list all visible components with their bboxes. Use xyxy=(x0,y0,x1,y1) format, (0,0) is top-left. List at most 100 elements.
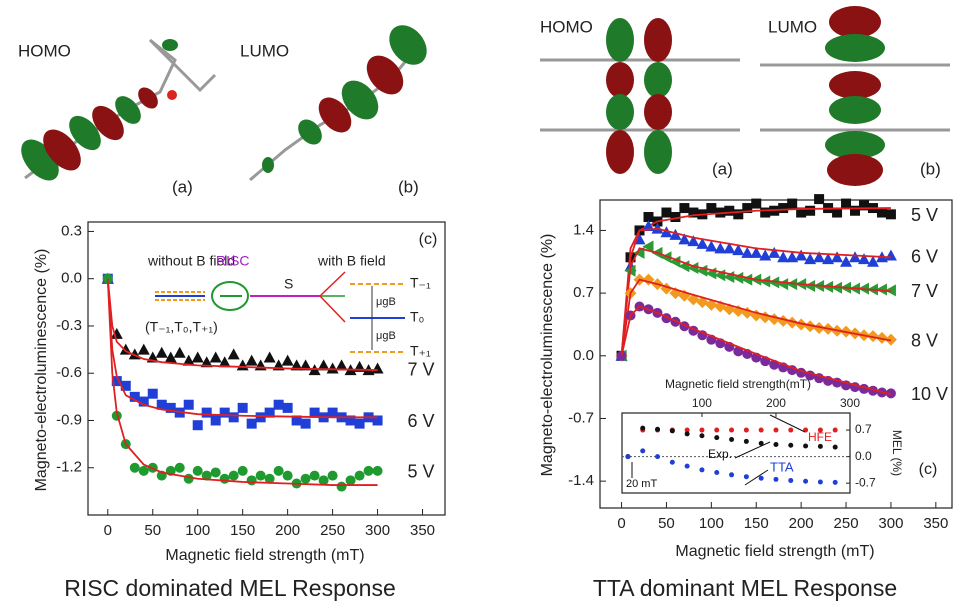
marker xyxy=(229,412,239,422)
marker xyxy=(256,471,266,481)
marker xyxy=(729,437,734,442)
marker xyxy=(803,443,808,448)
figure: HOMO LUMO (a) (b) HOMO LUMO (a) (b) RISC… xyxy=(0,0,958,606)
marker xyxy=(655,427,660,432)
marker xyxy=(337,482,347,492)
caption: TTA dominant MEL Response xyxy=(593,575,897,601)
marker xyxy=(640,426,645,431)
marker xyxy=(778,203,788,213)
x-axis-label: Magnetic field strength (mT) xyxy=(675,543,874,560)
marker xyxy=(274,466,284,476)
lumo-label: LUMO xyxy=(768,17,817,36)
y-tick-label: -0.7 xyxy=(855,475,876,489)
y-tick-label: 0.7 xyxy=(573,284,594,301)
series-label: 6 V xyxy=(408,411,435,431)
marker xyxy=(184,400,194,410)
y-tick-label: 0.7 xyxy=(855,422,872,436)
annotation: T₀ xyxy=(410,309,425,325)
marker xyxy=(744,439,749,444)
series-label: 10 V xyxy=(911,384,948,404)
marker xyxy=(706,203,716,213)
marker xyxy=(184,474,194,484)
annotation: μgB xyxy=(376,330,396,342)
marker xyxy=(685,464,690,469)
panel-label: (b) xyxy=(398,177,419,196)
annotation: T₋₁ xyxy=(410,275,431,291)
marker xyxy=(373,466,383,476)
marker xyxy=(818,480,823,485)
y-tick-label: -0.3 xyxy=(56,317,82,334)
annotation: Exp. xyxy=(708,447,732,461)
marker xyxy=(283,403,293,413)
panel-label: (b) xyxy=(920,159,941,178)
annotation: 20 mT xyxy=(626,478,657,490)
series-label: 6 V xyxy=(911,246,938,266)
x-tick-label: 250 xyxy=(320,522,345,539)
annotation: HFE xyxy=(808,430,832,444)
marker xyxy=(833,445,838,450)
lumo-label: LUMO xyxy=(240,41,289,60)
marker xyxy=(773,428,778,433)
marker xyxy=(679,203,689,213)
x-tick-label: 150 xyxy=(744,515,769,532)
marker xyxy=(625,454,630,459)
x-tick-label: 150 xyxy=(230,522,255,539)
marker xyxy=(328,471,338,481)
x-tick-label: 200 xyxy=(789,515,814,532)
marker xyxy=(247,419,257,429)
x-tick-label: 300 xyxy=(840,396,860,410)
marker xyxy=(805,206,815,216)
marker xyxy=(759,476,764,481)
marker xyxy=(803,479,808,484)
marker xyxy=(773,442,778,447)
marker xyxy=(787,199,797,209)
marker xyxy=(670,460,675,465)
marker xyxy=(661,208,671,218)
marker xyxy=(310,471,320,481)
marker xyxy=(220,474,230,484)
marker xyxy=(699,467,704,472)
marker xyxy=(751,199,761,209)
annotation: T₊₁ xyxy=(410,343,431,359)
marker xyxy=(724,206,734,216)
marker xyxy=(788,428,793,433)
marker xyxy=(733,209,743,219)
marker xyxy=(193,420,203,430)
marker xyxy=(714,470,719,475)
y-tick-label: 0.0 xyxy=(573,347,594,364)
caption: RISC dominated MEL Response xyxy=(64,575,396,601)
marker xyxy=(283,471,293,481)
marker xyxy=(670,428,675,433)
y-tick-label: -1.2 xyxy=(56,459,82,476)
marker xyxy=(130,463,140,473)
series-label: 7 V xyxy=(911,281,938,301)
annotation: (T₋₁,T₀,T₊₁) xyxy=(145,319,218,335)
marker xyxy=(833,428,838,433)
annotation: with B field xyxy=(317,253,386,269)
x-tick-label: 250 xyxy=(834,515,859,532)
panel-label: (a) xyxy=(712,159,733,178)
marker xyxy=(744,428,749,433)
marker xyxy=(256,412,266,422)
marker xyxy=(229,471,239,481)
x-tick-label: 100 xyxy=(185,522,210,539)
annotation: RISC xyxy=(216,253,249,269)
marker xyxy=(788,443,793,448)
marker xyxy=(355,471,365,481)
marker xyxy=(274,400,284,410)
annotation: S xyxy=(284,276,293,292)
homo-label: HOMO xyxy=(540,17,593,36)
x-tick-label: 200 xyxy=(275,522,300,539)
panel-label: (a) xyxy=(172,177,193,196)
marker xyxy=(301,474,311,484)
marker xyxy=(148,389,158,399)
marker xyxy=(788,478,793,483)
marker xyxy=(328,408,338,418)
marker xyxy=(833,480,838,485)
marker xyxy=(714,435,719,440)
x-tick-label: 300 xyxy=(365,522,390,539)
marker xyxy=(714,428,719,433)
y-tick-label: 0.0 xyxy=(61,270,82,287)
marker xyxy=(202,408,212,418)
marker xyxy=(301,419,311,429)
